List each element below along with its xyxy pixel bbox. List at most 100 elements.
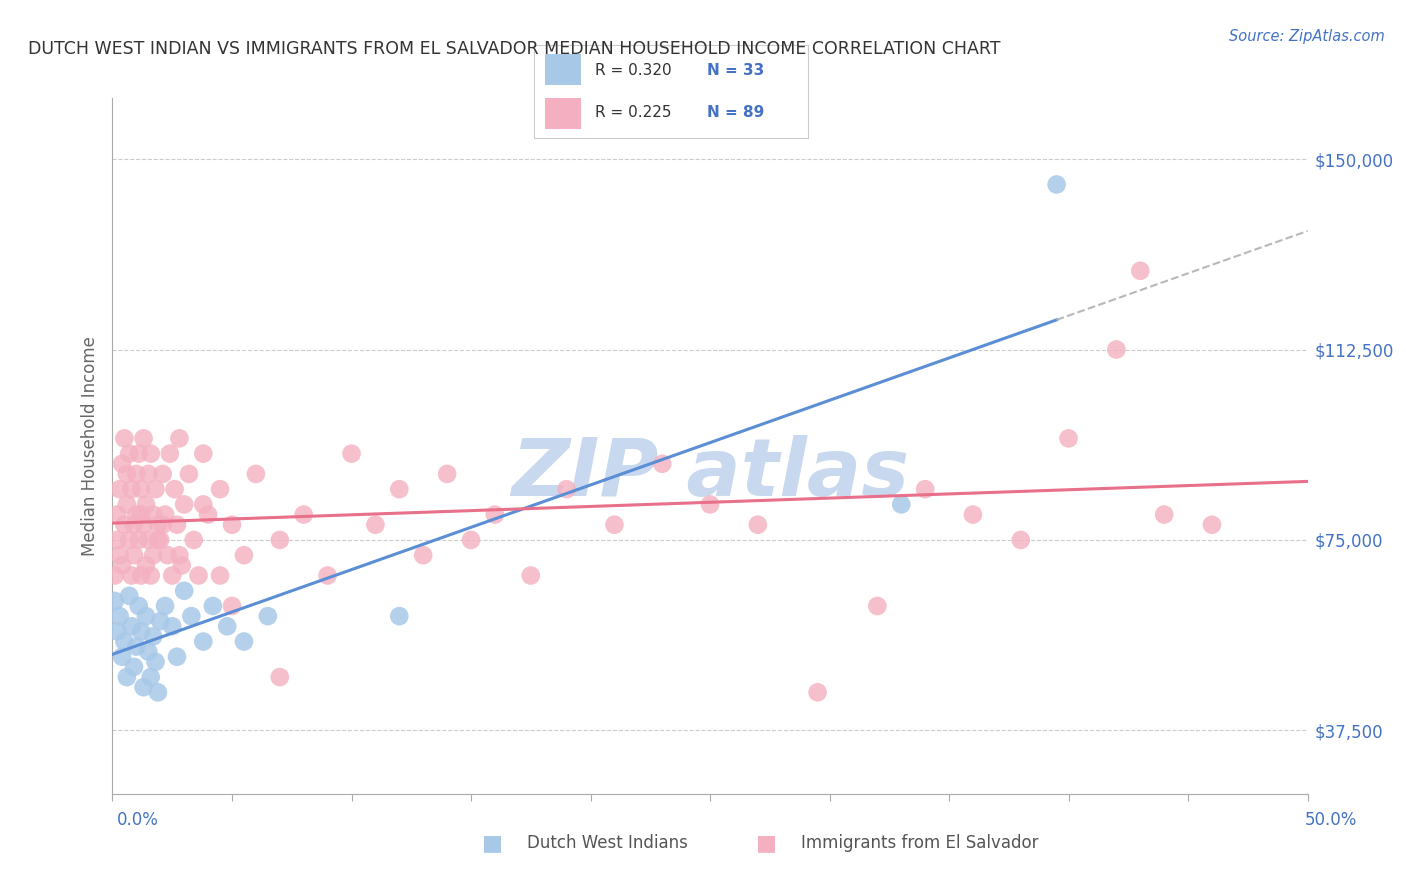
Y-axis label: Median Household Income: Median Household Income [80,336,98,556]
Point [914,482,936,496]
Point [132,431,155,445]
Point [177,467,200,481]
Point [122,548,145,562]
Text: Immigrants from El Salvador: Immigrants from El Salvador [801,834,1039,852]
Point [170,558,193,573]
Point [269,533,291,547]
Point [163,482,186,496]
Point [105,508,128,522]
Text: Source: ZipAtlas.com: Source: ZipAtlas.com [1229,29,1385,44]
Point [1010,533,1032,547]
Point [292,508,315,522]
Point [197,508,219,522]
Point [651,457,673,471]
Point [484,508,506,522]
Point [153,508,176,522]
Point [166,649,188,664]
Point [193,497,215,511]
Text: N = 33: N = 33 [707,63,765,78]
Point [152,517,174,532]
Point [962,508,984,522]
Point [603,517,626,532]
Point [152,467,174,481]
Point [180,609,202,624]
Point [159,447,181,461]
Text: Dutch West Indians: Dutch West Indians [527,834,688,852]
Point [105,624,128,639]
Point [145,482,167,496]
Point [460,533,482,547]
Point [108,482,131,496]
Point [183,533,205,547]
Point [145,655,167,669]
Text: 50.0%: 50.0% [1305,811,1357,829]
Point [149,533,172,547]
Point [257,609,280,624]
Point [129,568,152,582]
Point [135,609,157,624]
Point [245,467,267,481]
Point [142,548,165,562]
Point [125,640,148,654]
Point [128,447,150,461]
Point [135,497,157,511]
Point [201,599,224,613]
Text: ■: ■ [756,833,776,853]
Point [108,609,131,624]
Point [118,533,141,547]
Point [364,517,387,532]
Point [221,599,243,613]
Point [217,619,239,633]
Point [139,568,162,582]
Point [169,548,191,562]
Point [111,558,134,573]
Point [138,533,160,547]
Point [122,517,145,532]
Point [221,517,243,532]
Point [699,497,721,511]
Point [166,517,188,532]
Point [146,533,169,547]
Point [208,568,231,582]
Point [105,533,128,547]
Point [132,517,155,532]
Point [436,467,458,481]
Point [121,619,143,633]
Point [232,634,256,648]
Point [208,482,231,496]
Point [316,568,339,582]
Point [114,517,135,532]
Point [111,457,134,471]
Point [125,508,148,522]
Point [129,624,152,639]
Point [114,431,135,445]
Point [115,670,138,684]
Point [121,482,143,496]
Point [104,594,127,608]
Point [139,447,162,461]
Point [1201,517,1223,532]
Point [388,482,411,496]
Point [162,568,183,582]
Point [187,568,209,582]
Point [1153,508,1175,522]
Text: ■: ■ [482,833,502,853]
Point [138,645,160,659]
Text: R = 0.225: R = 0.225 [595,105,671,120]
Point [135,558,157,573]
Point [138,467,160,481]
Point [340,447,363,461]
Point [1045,178,1069,192]
FancyBboxPatch shape [546,98,581,129]
Point [128,599,150,613]
Point [1129,264,1152,278]
Text: N = 89: N = 89 [707,105,765,120]
Point [1057,431,1080,445]
Text: R = 0.320: R = 0.320 [595,63,671,78]
Point [128,533,150,547]
Point [146,685,169,699]
Text: DUTCH WEST INDIAN VS IMMIGRANTS FROM EL SALVADOR MEDIAN HOUSEHOLD INCOME CORRELA: DUTCH WEST INDIAN VS IMMIGRANTS FROM EL … [28,40,1001,58]
Point [115,467,138,481]
Text: ZIP atlas: ZIP atlas [510,434,910,513]
Point [520,568,543,582]
